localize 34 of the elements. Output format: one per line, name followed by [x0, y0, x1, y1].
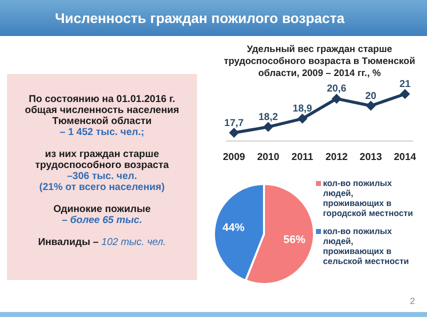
text: из них граждан старше трудоспособного возраста [35, 149, 169, 171]
text: Численность граждан пожилого возраста [0, 0, 427, 36]
legend-label: кол-во пожилых людей, проживающих в городской местности [323, 178, 414, 218]
data-label: 56% [283, 234, 306, 246]
data-label: 20 [365, 90, 377, 102]
x-tick-label: 2009 [222, 152, 246, 164]
text: (21% от всего населения) [39, 182, 165, 193]
data-label: 21 [399, 79, 411, 90]
text: – более 65 тыс. [62, 215, 142, 226]
text: 102 тыс. чел. [101, 237, 166, 248]
text: Инвалиды – [38, 237, 99, 248]
point [332, 94, 342, 104]
x-tick-label: 2014 [394, 152, 417, 164]
data-label: 17,7 [224, 118, 244, 129]
x-tick-label: 2011 [292, 152, 314, 164]
point [297, 114, 308, 124]
text: – 1 452 тыс. чел.; [60, 127, 144, 138]
chart-title: Удельный вес граждан старше трудоспособного возраста в Тюменской области, 2009 – 2014 гг., % [222, 44, 416, 80]
data-label: 18,9 [292, 104, 313, 115]
point [229, 128, 239, 138]
data-label: 20,6 [326, 84, 347, 95]
point [263, 122, 274, 132]
point [400, 89, 410, 99]
text: По состоянию на 01.01.2016 г. общая численность населения Тюменской области [24, 94, 180, 127]
x-tick-label: 2013 [360, 152, 382, 164]
text: 2 [410, 296, 416, 306]
point [366, 100, 376, 111]
data-label: 18,2 [258, 112, 278, 123]
x-tick-label: 2012 [325, 152, 348, 164]
legend-label: кол-во пожилых людей, проживающих в сельской местности [323, 226, 410, 266]
data-label: 44% [222, 222, 245, 234]
text: Одинокие пожилые [53, 204, 151, 215]
text: –306 тыс. чел. [66, 171, 138, 182]
x-tick-label: 2010 [257, 152, 280, 164]
